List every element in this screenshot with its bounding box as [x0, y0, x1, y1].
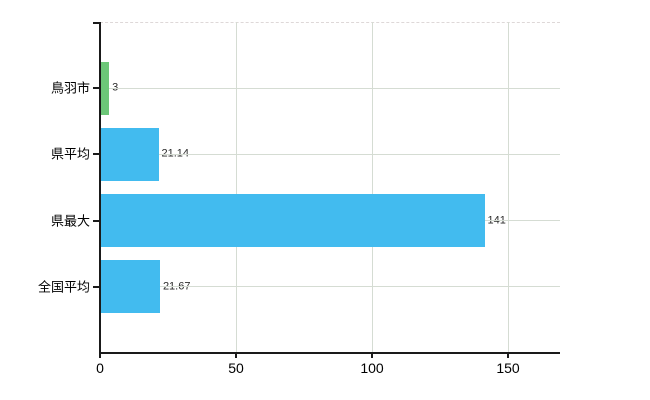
y-axis-tick [93, 87, 100, 90]
category-label: 県平均 [50, 146, 90, 162]
y-axis-line [99, 22, 101, 354]
horizontal-gridline [100, 87, 560, 89]
bar-1 [101, 61, 110, 115]
y-axis-tick [93, 153, 100, 156]
x-axis-tick [99, 353, 101, 358]
x-axis-tick-label: 150 [496, 360, 520, 376]
y-axis-tick [93, 285, 100, 288]
bar-2 [101, 127, 159, 181]
vertical-gridline [508, 22, 509, 353]
horizontal-gridline [100, 286, 560, 288]
x-axis-tick-label: 50 [228, 360, 244, 376]
vertical-gridline [236, 22, 237, 353]
x-axis-line [99, 352, 560, 354]
category-label: 鳥羽市 [50, 80, 90, 96]
x-axis-tick-label: 0 [96, 360, 104, 376]
bar-4 [101, 260, 160, 314]
horizontal-gridline [100, 153, 560, 155]
y-axis-top-tick [93, 22, 100, 24]
bar-3 [101, 194, 485, 248]
plot-area [100, 22, 560, 354]
category-label: 全国平均 [37, 279, 90, 295]
x-axis-tick [235, 353, 237, 358]
category-label: 県最大 [50, 213, 90, 229]
x-axis-tick [371, 353, 373, 358]
vertical-gridline [372, 22, 373, 353]
y-axis-tick [93, 219, 100, 222]
x-axis-tick-label: 100 [360, 360, 384, 376]
x-axis-tick [507, 353, 509, 358]
